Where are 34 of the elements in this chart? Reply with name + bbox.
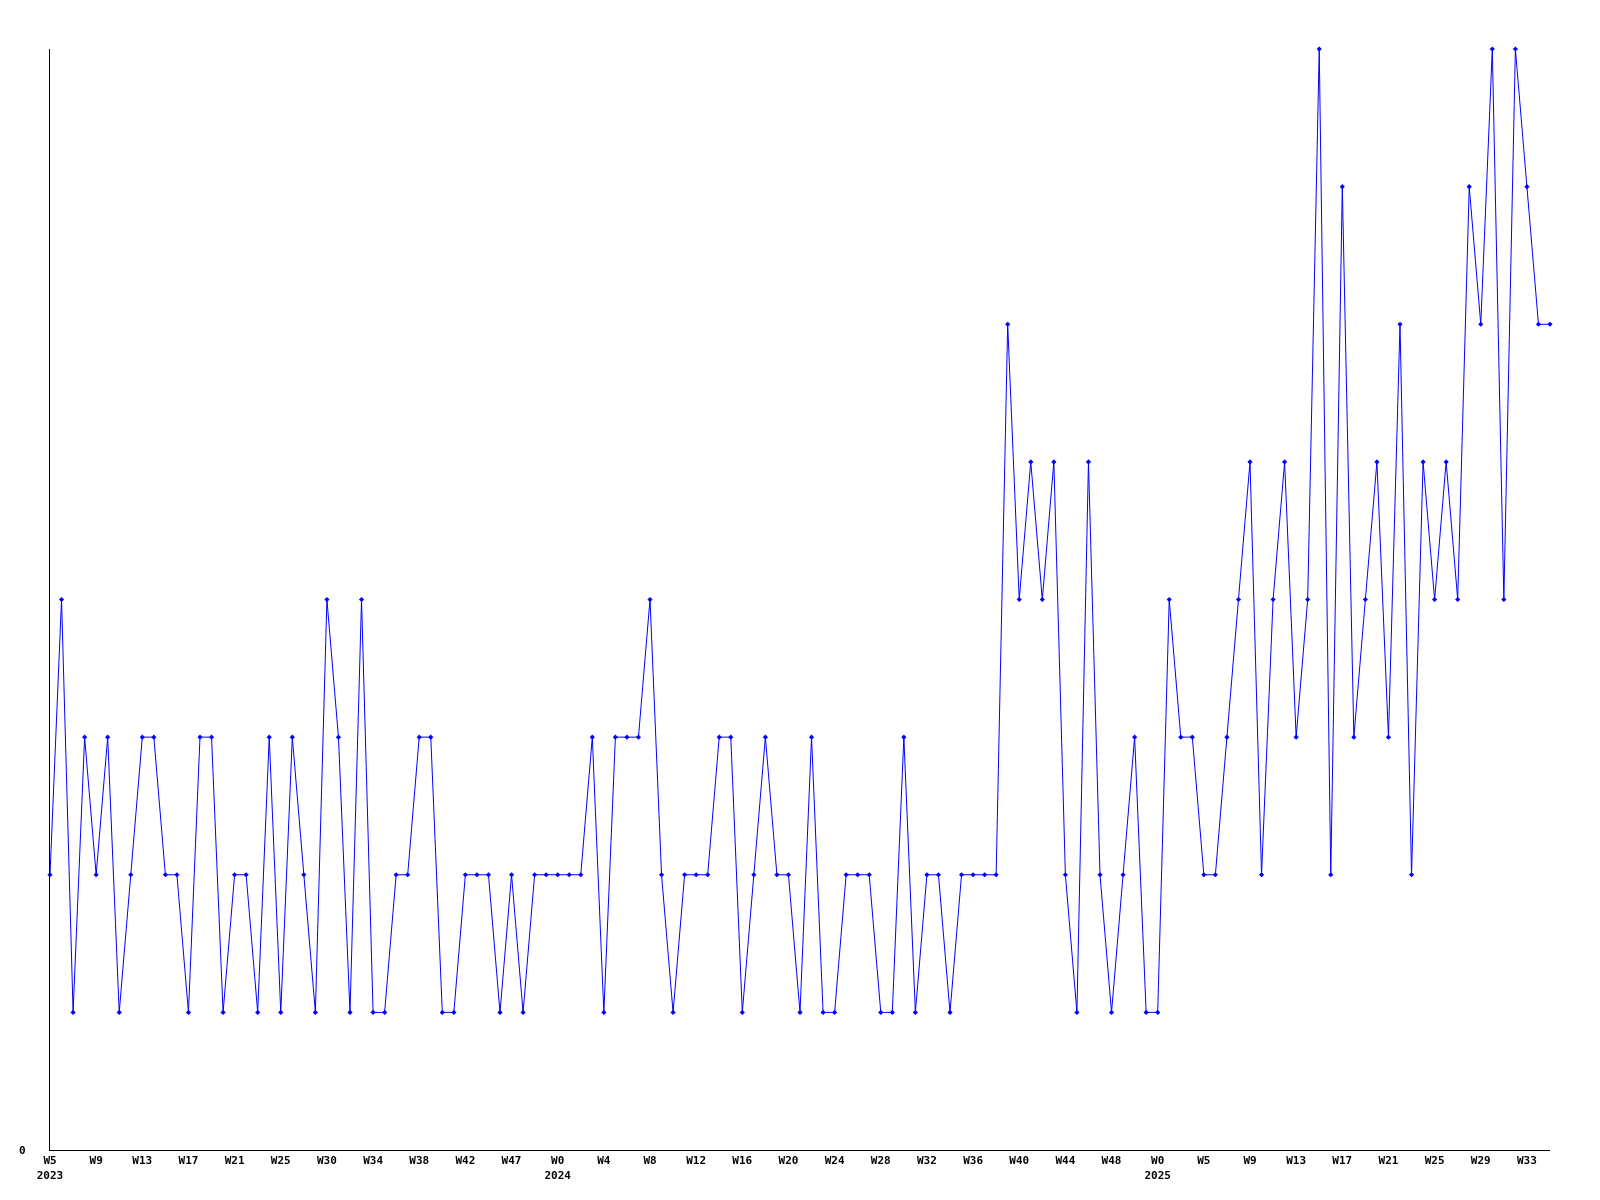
x-tick-label: W17 [1332,1154,1353,1168]
x-tick-label: W33 [1516,1154,1537,1168]
x-tick-label: W16 [732,1154,753,1168]
x-tick-label: W25 [1424,1154,1445,1168]
x-tick-label: W24 [824,1154,845,1168]
x-tick-label: W25 [270,1154,291,1168]
x-tick-label: W40 [1009,1154,1030,1168]
x-tick-label: W12 [686,1154,707,1168]
x-tick-label: W17 [178,1154,199,1168]
x-tick-label: W4 [597,1154,611,1168]
x-tick-label: W29 [1470,1154,1491,1168]
x-tick-label: W13 [1286,1154,1307,1168]
text: 0 [19,1144,26,1157]
x-tick-label: W21 [1378,1154,1399,1168]
x-tick-label: W48 [1101,1154,1122,1168]
x-tick-label: W47 [501,1154,522,1168]
x-tick-label: W32 [916,1154,937,1168]
x-tick-label: W5 [1197,1154,1211,1168]
x-tick-label: W9 [1243,1154,1257,1168]
x-tick-label: W42 [455,1154,476,1168]
x-tick-label: W9 [89,1154,103,1168]
x-tick-label: W20 [778,1154,799,1168]
x-tick-label: W34 [363,1154,384,1168]
x-tick-label: W5 2023 [36,1154,64,1182]
x-tick-label: W21 [224,1154,245,1168]
x-tick-label: W0 2024 [544,1154,572,1182]
x-tick-label: W28 [870,1154,891,1168]
x-tick-label: W8 [643,1154,657,1168]
x-tick-label: W0 2025 [1144,1154,1171,1182]
x-tick-label: W38 [409,1154,430,1168]
x-tick-label: W44 [1055,1154,1076,1168]
x-tick-label: W30 [316,1154,337,1168]
x-tick-label: W13 [132,1154,153,1168]
x-tick-label: W36 [963,1154,984,1168]
